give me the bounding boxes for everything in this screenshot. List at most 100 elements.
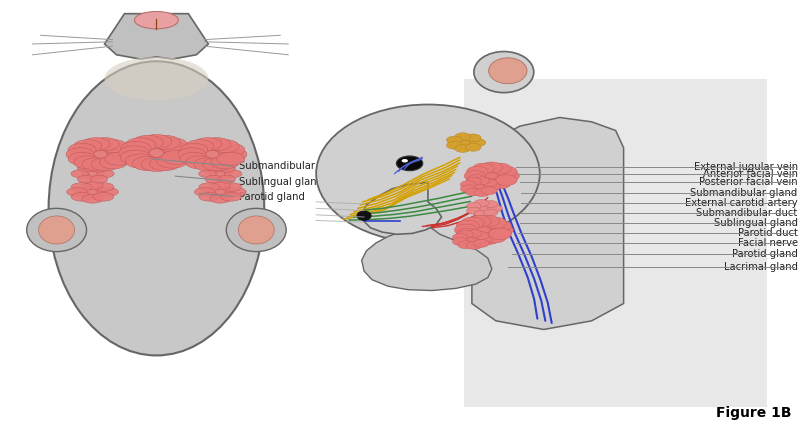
- Ellipse shape: [462, 234, 482, 245]
- Ellipse shape: [482, 187, 497, 194]
- Ellipse shape: [162, 141, 193, 156]
- Ellipse shape: [134, 12, 178, 29]
- Ellipse shape: [466, 178, 482, 185]
- Ellipse shape: [203, 158, 231, 171]
- Ellipse shape: [455, 133, 470, 141]
- Ellipse shape: [118, 146, 150, 160]
- Ellipse shape: [490, 163, 511, 174]
- Ellipse shape: [446, 136, 462, 144]
- Ellipse shape: [180, 143, 208, 156]
- Ellipse shape: [205, 164, 222, 172]
- Ellipse shape: [476, 233, 499, 245]
- Ellipse shape: [93, 183, 114, 191]
- Ellipse shape: [71, 192, 92, 201]
- Ellipse shape: [157, 154, 188, 168]
- Ellipse shape: [163, 146, 194, 160]
- Ellipse shape: [316, 105, 540, 243]
- Ellipse shape: [178, 148, 206, 161]
- Ellipse shape: [466, 188, 482, 196]
- Ellipse shape: [203, 138, 231, 151]
- Ellipse shape: [456, 228, 479, 240]
- Ellipse shape: [466, 207, 481, 214]
- Ellipse shape: [468, 233, 491, 245]
- Ellipse shape: [74, 140, 102, 153]
- Ellipse shape: [474, 232, 490, 240]
- Ellipse shape: [489, 228, 511, 240]
- Ellipse shape: [490, 224, 514, 236]
- Polygon shape: [105, 14, 208, 59]
- Ellipse shape: [66, 187, 88, 196]
- Ellipse shape: [199, 183, 220, 191]
- Ellipse shape: [66, 148, 94, 161]
- Ellipse shape: [489, 58, 527, 84]
- Ellipse shape: [78, 175, 95, 183]
- Ellipse shape: [402, 159, 408, 162]
- Ellipse shape: [462, 217, 484, 229]
- Ellipse shape: [446, 141, 462, 149]
- Ellipse shape: [91, 158, 119, 171]
- Ellipse shape: [82, 145, 118, 163]
- Ellipse shape: [218, 148, 247, 161]
- Ellipse shape: [209, 168, 231, 179]
- Ellipse shape: [357, 211, 371, 220]
- Ellipse shape: [97, 170, 114, 178]
- Text: Submandibular gland: Submandibular gland: [690, 188, 798, 198]
- Ellipse shape: [466, 230, 482, 237]
- Ellipse shape: [464, 171, 486, 181]
- Ellipse shape: [199, 192, 220, 201]
- Ellipse shape: [495, 175, 517, 186]
- Ellipse shape: [194, 187, 215, 196]
- Text: Parotid gland: Parotid gland: [732, 249, 798, 259]
- Ellipse shape: [105, 143, 133, 156]
- Ellipse shape: [462, 231, 484, 243]
- Text: Submandibular gland: Submandibular gland: [238, 161, 346, 171]
- Ellipse shape: [49, 61, 264, 355]
- Ellipse shape: [79, 186, 106, 198]
- Ellipse shape: [26, 208, 86, 252]
- Text: Posterior facial vein: Posterior facial vein: [699, 178, 798, 187]
- Ellipse shape: [495, 166, 517, 177]
- Ellipse shape: [453, 233, 468, 241]
- Ellipse shape: [474, 52, 534, 92]
- Ellipse shape: [210, 181, 231, 189]
- Ellipse shape: [489, 220, 511, 232]
- Ellipse shape: [456, 220, 479, 232]
- Ellipse shape: [473, 178, 494, 189]
- Text: External jugular vein: External jugular vein: [694, 162, 798, 172]
- Ellipse shape: [238, 216, 274, 244]
- Ellipse shape: [68, 152, 96, 165]
- Ellipse shape: [71, 183, 92, 191]
- Ellipse shape: [107, 148, 135, 161]
- Ellipse shape: [484, 201, 498, 207]
- Ellipse shape: [221, 183, 242, 191]
- Ellipse shape: [98, 187, 118, 196]
- Ellipse shape: [211, 140, 239, 153]
- Ellipse shape: [162, 150, 193, 164]
- Polygon shape: [362, 182, 442, 234]
- Ellipse shape: [473, 163, 494, 174]
- Text: Lacrimal gland: Lacrimal gland: [724, 262, 798, 272]
- Ellipse shape: [453, 238, 468, 246]
- Ellipse shape: [150, 156, 180, 171]
- Polygon shape: [472, 118, 624, 329]
- Ellipse shape: [483, 217, 506, 229]
- Ellipse shape: [99, 140, 127, 153]
- Ellipse shape: [194, 138, 222, 151]
- Ellipse shape: [474, 204, 494, 213]
- Ellipse shape: [218, 175, 235, 183]
- Ellipse shape: [224, 170, 242, 178]
- Ellipse shape: [157, 138, 188, 152]
- Ellipse shape: [105, 152, 133, 165]
- Ellipse shape: [99, 156, 127, 169]
- Ellipse shape: [82, 194, 103, 203]
- Ellipse shape: [90, 164, 108, 172]
- Ellipse shape: [218, 164, 235, 172]
- Ellipse shape: [484, 183, 500, 191]
- Ellipse shape: [126, 154, 156, 168]
- Ellipse shape: [460, 185, 476, 193]
- Ellipse shape: [68, 143, 96, 156]
- Ellipse shape: [137, 143, 176, 163]
- Ellipse shape: [470, 181, 490, 192]
- Ellipse shape: [186, 156, 214, 169]
- Text: Submandibular duct: Submandibular duct: [697, 208, 798, 218]
